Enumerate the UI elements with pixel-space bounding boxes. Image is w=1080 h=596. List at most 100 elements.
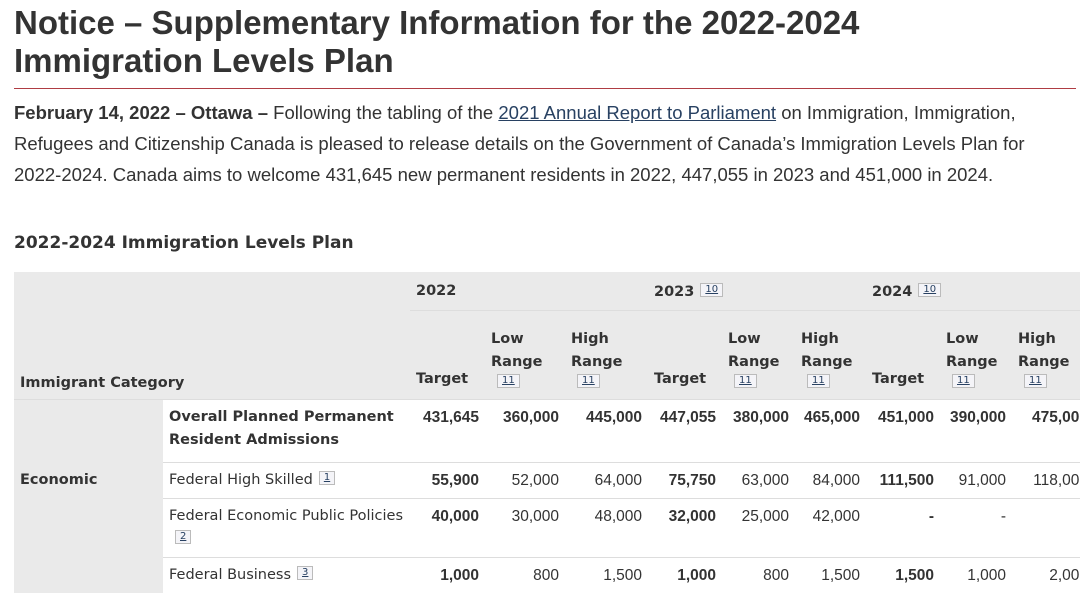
table-wrap: Immigrant Category 2022 2023 10 2024 10 Target… xyxy=(14,272,1080,593)
year-header: 2023 10 xyxy=(648,272,866,311)
row-label: Federal Economic Public Policies xyxy=(169,508,404,524)
footnote-link[interactable]: 10 xyxy=(700,282,724,297)
header-row: Target Low Range 11 High Range 11 Target Low R… xyxy=(14,310,1080,400)
page-title: Notice – Supplementary Information for t… xyxy=(14,4,860,79)
row-name: Federal High Skilled 1 xyxy=(163,462,410,499)
subheader: High Range 11 xyxy=(565,310,648,400)
value-cell: 465,000 xyxy=(795,399,866,463)
footnote-link[interactable]: 2 xyxy=(175,530,192,544)
header-text: Immigrant Category xyxy=(20,375,185,391)
row-label: Overall Planned Permanent Resident Admis… xyxy=(169,409,394,448)
value-cell: 1,500 xyxy=(866,557,940,593)
value-cell: 30,000 xyxy=(485,498,565,558)
value-cell: 25,000 xyxy=(722,498,795,558)
subheader: Target xyxy=(866,310,940,400)
value-cell: 475,000 xyxy=(1012,399,1080,463)
category-cell xyxy=(14,399,163,463)
category-label: Economic xyxy=(20,471,98,488)
value-cell: 42,000 xyxy=(795,498,866,558)
subheader: Low Range 11 xyxy=(722,310,795,400)
footnote-link[interactable]: 11 xyxy=(497,374,520,388)
subheader-label: Low Range xyxy=(491,331,543,370)
subheader-label: High Range xyxy=(1018,331,1070,370)
row-label: Federal High Skilled xyxy=(169,472,313,488)
subheader: Target xyxy=(648,310,722,400)
category-cell: Economic xyxy=(14,462,163,593)
footnote-link[interactable]: 11 xyxy=(952,374,975,388)
value-cell: 111,500 xyxy=(866,462,940,499)
subheader-label: High Range xyxy=(571,331,623,370)
value-cell: 63,000 xyxy=(722,462,795,499)
table-row: Federal Economic Public Policies2 40,000 3… xyxy=(14,498,1080,558)
value-cell: 1,000 xyxy=(940,557,1012,593)
footnote-link[interactable]: 11 xyxy=(807,374,830,388)
year-label: 2024 xyxy=(872,283,913,300)
subheader-label: Target xyxy=(654,371,707,387)
value-cell: 91,000 xyxy=(940,462,1012,499)
value-cell: 800 xyxy=(485,557,565,593)
value-cell: - xyxy=(1012,498,1080,558)
row-name: Federal Economic Public Policies 2 xyxy=(163,498,410,558)
subheader-label: Low Range xyxy=(946,331,998,370)
table-row: Overall Planned Permanent Resident Admis… xyxy=(14,399,1080,463)
value-cell: 64,000 xyxy=(565,462,648,499)
value-cell: 75,750 xyxy=(648,462,722,499)
intro-paragraph: February 14, 2022 – Ottawa – Following t… xyxy=(14,97,1076,190)
table-row: Federal Business 3 1,000 800 1,500 1,000 800 1,… xyxy=(14,557,1080,593)
footnote-link[interactable]: 11 xyxy=(734,374,757,388)
report-link[interactable]: 2021 Annual Report to Parliament xyxy=(498,102,777,123)
year-header: 2022 xyxy=(410,272,648,311)
value-cell: 52,000 xyxy=(485,462,565,499)
subheader: High Range 11 xyxy=(1012,310,1080,400)
row-label: Federal Business xyxy=(169,567,292,583)
value-cell: 1,500 xyxy=(565,557,648,593)
value-cell: 390,000 xyxy=(940,399,1012,463)
row-name: Overall Planned Permanent Resident Admis… xyxy=(163,399,410,463)
table-row: Economic Federal High Skilled 1 55,900 52,00… xyxy=(14,462,1080,593)
intro-text: Following the tabling of the xyxy=(273,102,494,123)
value-cell: - xyxy=(940,498,1012,558)
value-cell: 48,000 xyxy=(565,498,648,558)
value-cell: 55,900 xyxy=(410,462,485,499)
subheader-label: Target xyxy=(416,371,469,387)
value-cell: 800 xyxy=(722,557,795,593)
value-cell: 32,000 xyxy=(648,498,722,558)
value-cell: 360,000 xyxy=(485,399,565,463)
value-cell: 380,000 xyxy=(722,399,795,463)
footnote-link[interactable]: 1 xyxy=(318,471,336,485)
footnote-link[interactable]: 3 xyxy=(297,566,314,580)
category-header: Immigrant Category xyxy=(14,272,410,400)
value-cell: 1,000 xyxy=(648,557,722,593)
value-cell: 1,500 xyxy=(795,557,866,593)
table-caption: 2022-2024 Immigration Levels Plan xyxy=(14,233,354,253)
value-cell: 84,000 xyxy=(795,462,866,499)
subheader: Target xyxy=(410,310,485,400)
subheader-label: High Range xyxy=(801,331,853,370)
subheader: Low Range 11 xyxy=(940,310,1012,400)
intro-text: on Immigration, Immigration, Refugees an… xyxy=(14,102,1025,185)
subheader: High Range 11 xyxy=(795,310,866,400)
dateline: February 14, 2022 – Ottawa – xyxy=(14,102,268,123)
subheader-label: Target xyxy=(872,371,925,387)
value-cell: 451,000 xyxy=(866,399,940,463)
row-name: Federal Business 3 xyxy=(163,557,410,593)
subheader-label: Low Range xyxy=(728,331,780,370)
footnote-link[interactable]: 11 xyxy=(1024,374,1047,388)
value-cell: 40,000 xyxy=(410,498,485,558)
value-cell: 1,000 xyxy=(410,557,485,593)
year-label: 2023 xyxy=(654,283,695,300)
value-cell: 118,000 xyxy=(1012,462,1080,499)
value-cell: 2,000 xyxy=(1012,557,1080,593)
footnote-link[interactable]: 11 xyxy=(577,374,600,388)
value-cell: 447,055 xyxy=(648,399,722,463)
value-cell: 431,645 xyxy=(410,399,485,463)
year-header: 2024 10 xyxy=(866,272,1080,311)
levels-table: Immigrant Category 2022 2023 10 2024 10 Target… xyxy=(14,272,1080,593)
value-cell: - xyxy=(866,498,940,558)
header-row: Immigrant Category 2022 2023 10 2024 10 xyxy=(14,272,1080,400)
subheader: Low Range 11 xyxy=(485,310,565,400)
footnote-link[interactable]: 10 xyxy=(918,282,942,297)
title-rule xyxy=(14,88,1076,89)
value-cell: 445,000 xyxy=(565,399,648,463)
